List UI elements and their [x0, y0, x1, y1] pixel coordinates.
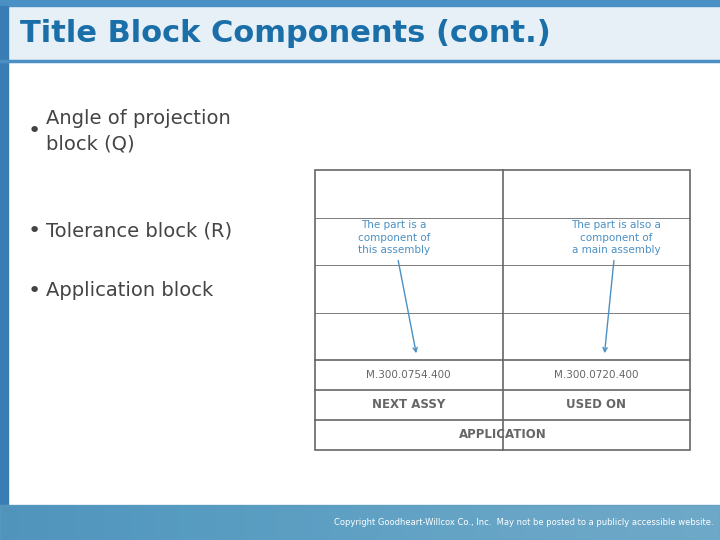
Bar — [315, 170, 690, 450]
Text: APPLICATION: APPLICATION — [459, 429, 546, 442]
Text: •: • — [28, 121, 41, 141]
Text: M.300.0720.400: M.300.0720.400 — [554, 370, 639, 380]
Text: Angle of projection
block (Q): Angle of projection block (Q) — [46, 109, 230, 153]
Text: Title Block Components (cont.): Title Block Components (cont.) — [20, 19, 551, 48]
Bar — [0, 6, 8, 505]
Text: Tolerance block (R): Tolerance block (R) — [46, 221, 232, 240]
Text: Application block: Application block — [46, 281, 213, 300]
Text: •: • — [28, 221, 41, 241]
Text: Copyright Goodheart-Willcox Co., Inc.  May not be posted to a publicly accessibl: Copyright Goodheart-Willcox Co., Inc. Ma… — [334, 518, 714, 527]
Bar — [0, 6, 720, 61]
Bar — [0, 505, 720, 540]
Text: M.300.0754.400: M.300.0754.400 — [366, 370, 451, 380]
Text: The part is also a
component of
a main assembly: The part is also a component of a main a… — [571, 220, 661, 352]
Bar — [0, 0, 720, 6]
Text: NEXT ASSY: NEXT ASSY — [372, 399, 446, 411]
Text: USED ON: USED ON — [566, 399, 626, 411]
Text: The part is a
component of
this assembly: The part is a component of this assembly — [358, 220, 430, 352]
Text: •: • — [28, 281, 41, 301]
